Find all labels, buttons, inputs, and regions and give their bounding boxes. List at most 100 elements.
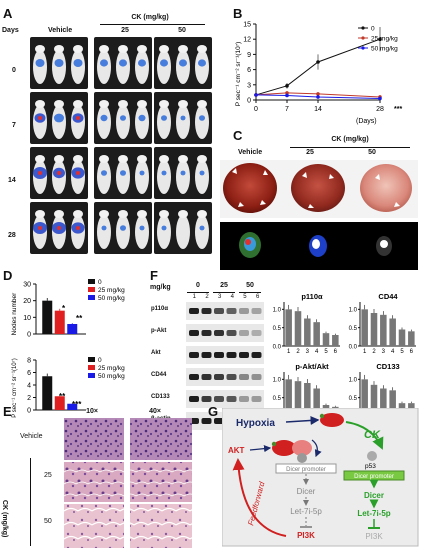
- dose-50-label: 50: [178, 27, 186, 34]
- vehicle-label: Vehicle: [48, 27, 73, 34]
- f-xtick-label: 6: [334, 349, 338, 355]
- f-ytick-label: 0.5: [273, 396, 282, 402]
- f-lane-6: 6: [255, 294, 260, 300]
- luminescence-spot: [54, 113, 64, 123]
- f-bar: [294, 311, 302, 346]
- luminescence-spot: [101, 225, 107, 231]
- mouse-body: [157, 105, 171, 139]
- mouse-head: [118, 210, 128, 218]
- b-ytick-label: 3: [247, 82, 251, 89]
- lung-images: [220, 160, 418, 270]
- luminescence-spot: [180, 115, 186, 121]
- d-bottom-legend: 0 25 mg/kg 50 mg/kg: [88, 357, 125, 380]
- d-top-ytick-label: 0: [27, 332, 31, 339]
- bioluminescence-mouse-grid: [30, 37, 212, 254]
- luminescence-spot: [100, 114, 108, 122]
- c-ck-rule: [290, 147, 410, 148]
- g-p53: p53: [365, 463, 376, 470]
- mouse-head: [99, 210, 109, 218]
- g-dicer-promoter-right: Dicer promoter: [354, 474, 394, 480]
- mouse-head: [99, 155, 109, 163]
- mouse-head: [35, 100, 45, 108]
- mouse-body: [116, 160, 130, 194]
- mouse-body: [176, 215, 190, 249]
- b-ytick-label: 0: [247, 98, 251, 105]
- blot-band: [214, 308, 224, 314]
- d-top-ytick-label: 30: [23, 282, 31, 289]
- d-bottom-bar: [54, 396, 65, 410]
- b-legend-25: 25 mg/kg: [371, 36, 398, 43]
- mouse-head: [159, 210, 169, 218]
- f-lane-5: 5: [243, 294, 247, 300]
- blot-band: [239, 352, 249, 358]
- f-bar: [389, 318, 396, 346]
- f-ytick-label: 0.0: [349, 344, 358, 350]
- blot-strip: [186, 302, 264, 320]
- mouse-body: [135, 215, 149, 249]
- f-lane-1: 1: [192, 294, 196, 300]
- f-bar: [313, 322, 320, 346]
- d-bottom-bar: [67, 403, 78, 410]
- panel-label-g: G: [208, 404, 219, 419]
- f-bar: [398, 329, 406, 346]
- mouse-body: [195, 50, 209, 84]
- d-top-bar: [54, 310, 65, 334]
- f-bar: [370, 384, 378, 416]
- e-vehicle: Vehicle: [20, 433, 43, 440]
- f-lane-4: 4: [230, 294, 234, 300]
- mouse-head: [178, 45, 188, 53]
- mouse-head: [99, 100, 109, 108]
- blot-band: [214, 374, 224, 380]
- blot-band: [189, 308, 199, 314]
- mouse-head: [73, 155, 83, 163]
- b-xtick-label: 14: [314, 106, 322, 113]
- d-bottom-bar: [42, 376, 53, 410]
- d-top-bar: [67, 324, 78, 334]
- luminescence-core: [38, 226, 42, 230]
- mouse-head: [178, 100, 188, 108]
- mouse-body: [157, 215, 171, 249]
- e-ck-rule: [30, 458, 31, 546]
- e-mag-40: 40×: [149, 408, 161, 415]
- f-ytick-label: 1.0: [349, 308, 358, 314]
- d-top-legend-0: 0: [98, 279, 102, 286]
- luminescence-spot: [119, 59, 127, 67]
- b-xtick-label: 7: [285, 106, 289, 113]
- luminescence-spot: [120, 225, 126, 231]
- b-xlabel: (Days): [356, 118, 377, 125]
- e-mag-10: 10×: [86, 408, 98, 415]
- f-chart-title: CD133: [376, 362, 399, 371]
- blot-band: [239, 396, 249, 402]
- d-bottom-legend-25: 25 mg/kg: [98, 365, 125, 372]
- b-xtick-label: 28: [376, 106, 384, 113]
- mouse-head: [54, 210, 64, 218]
- blot-strip: [186, 368, 264, 386]
- panel-label-f: F: [150, 268, 158, 283]
- c-ck-header: CK (mg/kg): [331, 136, 369, 143]
- luminescence-spot: [199, 225, 205, 231]
- mouse-head: [35, 210, 45, 218]
- mouse-head: [197, 45, 207, 53]
- mouse-head: [54, 155, 64, 163]
- blot-band: [201, 418, 212, 424]
- mouse-body: [135, 105, 149, 139]
- b-ylabel: P sec⁻¹ cm⁻² sr⁻¹(10⁷): [235, 42, 242, 107]
- d-top-ylabel: Nodes number: [11, 292, 18, 335]
- b-series-line: [255, 92, 381, 98]
- e-ck-label: CK (mg/kg): [1, 500, 8, 538]
- mouse-body: [97, 160, 111, 194]
- b-ytick-label: 9: [247, 52, 251, 59]
- f-rule-25: [213, 292, 235, 293]
- blot-strip: [186, 346, 264, 364]
- blot-band: [189, 352, 199, 358]
- d-bottom-ytick-label: 4: [27, 383, 31, 390]
- b-point: [254, 93, 258, 97]
- f-ytick-label: 0.5: [349, 396, 358, 402]
- blot-band: [239, 374, 249, 380]
- f-ytick-label: 0.5: [349, 326, 358, 332]
- b-point: [378, 96, 382, 101]
- d-top-sig-25: *: [62, 304, 66, 313]
- f-rule-0: [187, 292, 209, 293]
- f-lane-labels: 1 2 3 4 5 6: [188, 294, 264, 300]
- mouse-head: [159, 100, 169, 108]
